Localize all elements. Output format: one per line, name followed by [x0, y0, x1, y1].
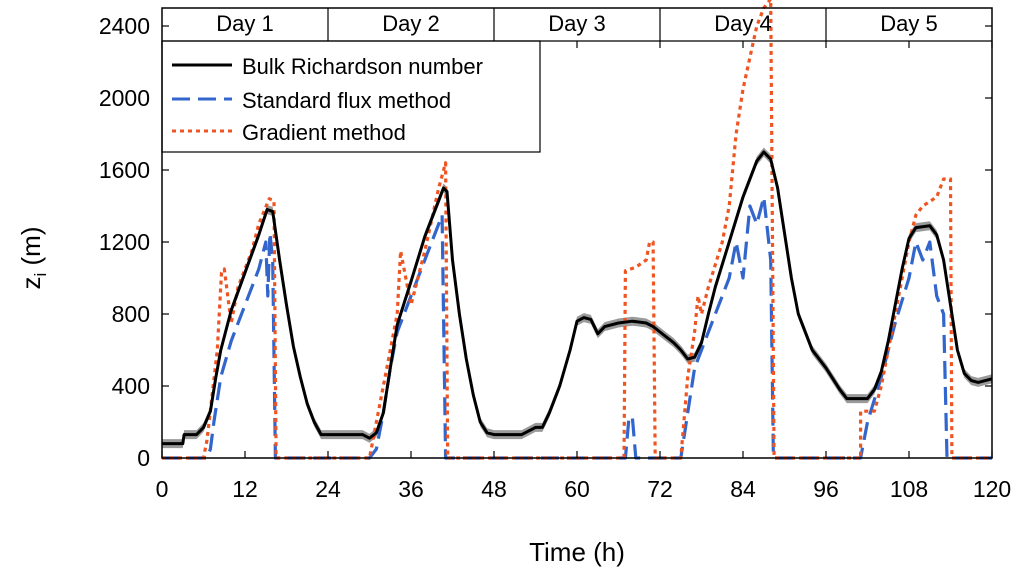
- series-line-gradient-method: [162, 0, 992, 460]
- legend-label-bulk-richardson: Bulk Richardson number: [242, 54, 483, 79]
- x-tick-label-12: 12: [232, 476, 258, 502]
- legend-box: [161, 40, 541, 153]
- x-tick-label-60: 60: [564, 476, 590, 502]
- plot-frame: [161, 7, 993, 459]
- series-line-bulk-richardson-number: [162, 150, 993, 446]
- x-tick-label-48: 48: [481, 476, 507, 502]
- day-label-1: Day 1: [216, 11, 273, 36]
- x-axis-title: Time (h): [529, 537, 625, 567]
- x-tick-label-96: 96: [813, 476, 839, 502]
- y-axis-title-subscript: i: [31, 273, 50, 277]
- day-header-layer: Day 1 Day 2 Day 3 Day 4 Day 5: [216, 8, 938, 41]
- legend-label-gradient: Gradient method: [242, 120, 406, 145]
- x-tick-label-120: 120: [973, 476, 1011, 502]
- y-axis-title-main: z: [16, 276, 46, 289]
- x-tick-label-24: 24: [315, 476, 341, 502]
- day-label-2: Day 2: [382, 11, 439, 36]
- day-label-4: Day 4: [714, 11, 771, 36]
- series-layer: [162, 0, 993, 460]
- x-tick-label-72: 72: [647, 476, 673, 502]
- day-label-5: Day 5: [880, 11, 937, 36]
- y-tick-label-800: 800: [112, 301, 150, 327]
- x-tick-label-0: 0: [156, 476, 169, 502]
- legend-label-standard-flux: Standard flux method: [242, 88, 451, 113]
- y-axis-title-unit: (m): [16, 227, 46, 273]
- x-tick-label-36: 36: [398, 476, 424, 502]
- x-tick-label-108: 108: [890, 476, 928, 502]
- y-tick-label-2000: 2000: [99, 85, 150, 111]
- y-tick-label-2400: 2400: [99, 13, 150, 39]
- axis-layer: 0 12 24 36 48 60 72 84 96 108 12004008001200160020…: [99, 13, 1011, 502]
- day-label-3: Day 3: [548, 11, 605, 36]
- y-tick-label-400: 400: [112, 373, 150, 399]
- y-axis-title: zi (m): [16, 227, 50, 290]
- legend: Bulk Richardson number Standard flux met…: [161, 40, 541, 153]
- y-tick-label-0: 0: [137, 445, 150, 471]
- y-tick-label-1600: 1600: [99, 157, 150, 183]
- y-tick-label-1200: 1200: [99, 229, 150, 255]
- x-tick-label-84: 84: [730, 476, 756, 502]
